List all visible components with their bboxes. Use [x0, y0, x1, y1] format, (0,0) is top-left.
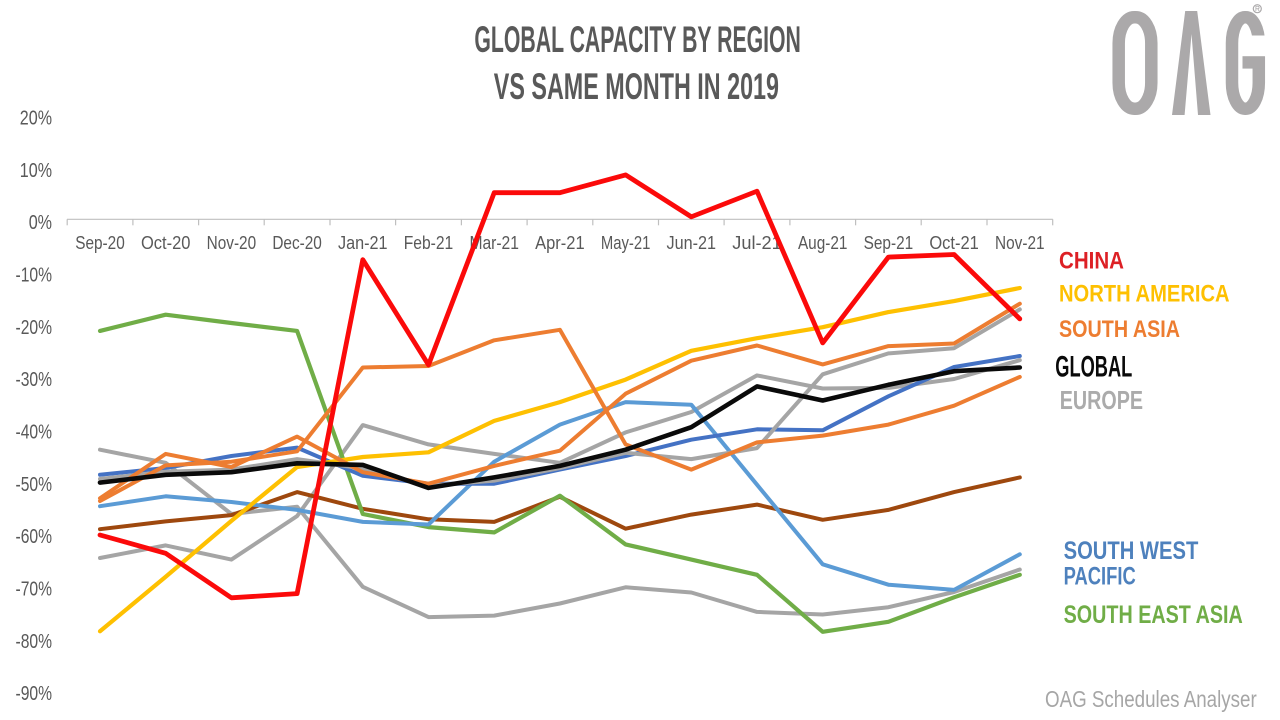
svg-text:-10%: -10%: [16, 265, 53, 287]
svg-text:Jun-21: Jun-21: [667, 233, 717, 253]
svg-text:-20%: -20%: [16, 317, 53, 339]
svg-text:0%: 0%: [29, 212, 52, 234]
svg-text:-40%: -40%: [16, 422, 53, 444]
svg-text:Feb-21: Feb-21: [404, 233, 454, 253]
svg-text:Nov-20: Nov-20: [207, 233, 257, 253]
svg-text:Sep-20: Sep-20: [75, 233, 125, 253]
svg-text:SOUTH EAST ASIA: SOUTH EAST ASIA: [1064, 601, 1243, 629]
svg-text:GLOBAL: GLOBAL: [1055, 352, 1132, 384]
svg-text:PACIFIC: PACIFIC: [1064, 562, 1136, 590]
svg-text:-50%: -50%: [16, 474, 53, 496]
svg-text:OAG Schedules Analyser: OAG Schedules Analyser: [1045, 686, 1257, 712]
svg-text:Jan-21: Jan-21: [338, 233, 388, 253]
svg-text:Jul-21: Jul-21: [732, 233, 782, 253]
svg-text:Aug-21: Aug-21: [798, 233, 848, 253]
svg-text:SOUTH WEST: SOUTH WEST: [1064, 537, 1199, 565]
svg-text:Nov-21: Nov-21: [995, 233, 1045, 253]
svg-text:-80%: -80%: [16, 631, 53, 653]
svg-text:Oct-21: Oct-21: [929, 233, 979, 253]
svg-text:Apr-21: Apr-21: [535, 233, 585, 253]
svg-text:Sep-21: Sep-21: [864, 233, 914, 253]
svg-text:-30%: -30%: [16, 369, 53, 391]
svg-text:Dec-20: Dec-20: [272, 233, 322, 253]
svg-text:-60%: -60%: [16, 526, 53, 548]
svg-text:SOUTH ASIA: SOUTH ASIA: [1059, 316, 1180, 343]
svg-text:Oct-20: Oct-20: [141, 233, 191, 253]
svg-text:VS SAME MONTH IN 2019: VS SAME MONTH IN 2019: [494, 66, 779, 107]
svg-text:GLOBAL CAPACITY BY REGION: GLOBAL CAPACITY BY REGION: [474, 19, 801, 60]
svg-text:-90%: -90%: [16, 683, 53, 705]
svg-text:May-21: May-21: [601, 233, 651, 253]
svg-text:-70%: -70%: [16, 579, 53, 601]
svg-text:10%: 10%: [20, 160, 52, 182]
svg-text:Mar-21: Mar-21: [469, 233, 519, 253]
svg-text:CHINA: CHINA: [1059, 248, 1124, 275]
svg-text:20%: 20%: [20, 108, 52, 130]
svg-text:NORTH AMERICA: NORTH AMERICA: [1059, 280, 1230, 307]
svg-text:EUROPE: EUROPE: [1060, 387, 1143, 415]
